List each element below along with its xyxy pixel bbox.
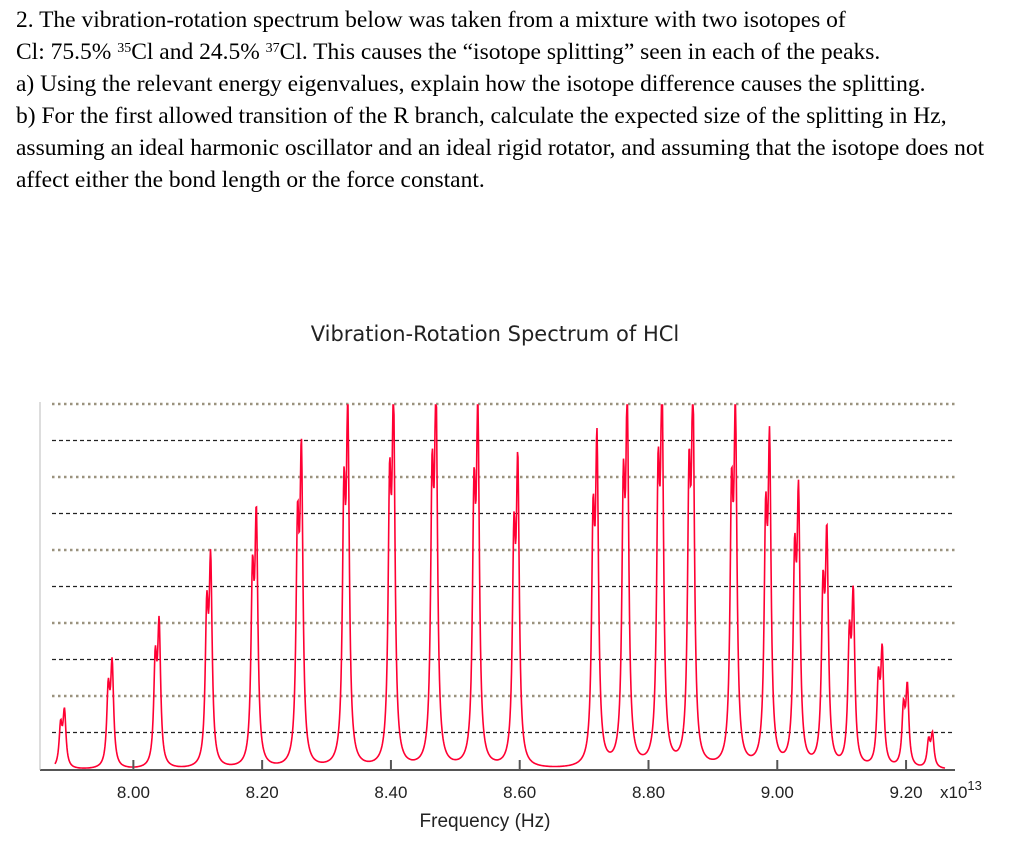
x-multiplier: x1013 — [940, 778, 982, 802]
x-axis-label: Frequency (Hz) — [420, 811, 551, 832]
question-intro: 2. The vibration-rotation spectrum below… — [16, 7, 881, 65]
x-tick-label: 8.20 — [246, 783, 279, 802]
x-tick-label: 8.40 — [374, 783, 407, 802]
question-part-b: b) For the first allowed transition of t… — [16, 103, 985, 193]
question-part-a: a) Using the relevant energy eigenvalues… — [16, 71, 926, 97]
x-tick-label: 8.60 — [503, 783, 536, 802]
isotope-37-superscript: 37 — [265, 41, 280, 56]
spectrum-chart: 8.00 8.20 8.40 8.60 8.80 9.00 9.20 x1013 Frequ… — [39, 402, 982, 832]
spectrum-line — [54, 404, 946, 769]
x-ticks: 8.00 8.20 8.40 8.60 8.80 9.00 9.20 — [117, 760, 923, 802]
x-tick-label: 8.80 — [632, 783, 665, 802]
question-text: 2. The vibration-rotation spectrum below… — [16, 4, 1016, 196]
x-tick-label: 9.20 — [890, 783, 923, 802]
chart-title: Vibration-Rotation Spectrum of HCl — [310, 322, 680, 346]
x-tick-label: 8.00 — [117, 783, 150, 802]
x-tick-label: 9.00 — [761, 783, 794, 802]
gridlines — [52, 402, 955, 734]
isotope-35-superscript: 35 — [117, 41, 132, 56]
